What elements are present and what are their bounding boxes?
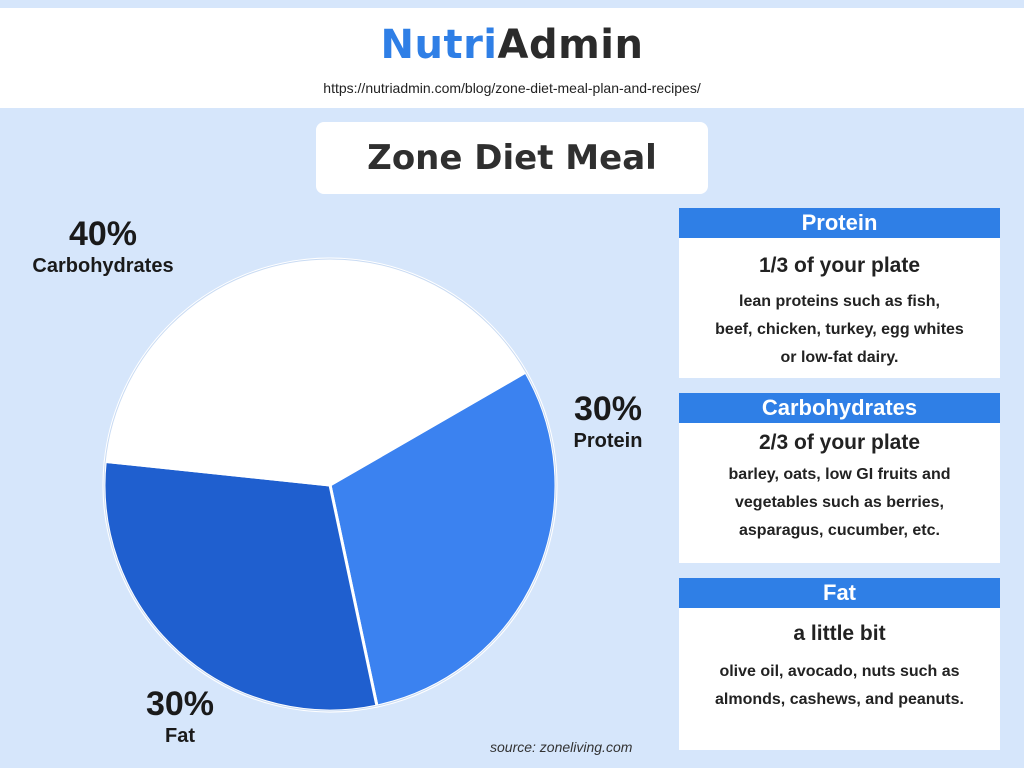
protein-pct: 30% [573,390,643,428]
page-title: Zone Diet Meal [316,122,708,194]
pie-outline [103,258,557,712]
brand-part-2: Admin [497,22,644,68]
header: NutriAdmin https://nutriadmin.com/blog/z… [0,8,1024,108]
carbohydrates-card-line: vegetables such as berries, [735,494,944,511]
protein-card-line: or low-fat dairy. [780,349,899,366]
top-strip [0,0,1024,8]
fat-card-line: olive oil, avocado, nuts such as [719,663,960,680]
carbohydrates-card-line: barley, oats, low GI fruits and [728,466,951,483]
source-credit: source: zoneliving.com [490,739,633,755]
fat-card: Fat a little bit olive oil, avocado, nut… [679,578,1000,750]
fat-name: Fat [165,725,195,747]
protein-card-sub: 1/3 of your plate [758,254,921,277]
pie-svg [102,257,558,713]
brand-logo[interactable]: NutriAdmin [0,22,1024,68]
protein-card-line: lean proteins such as fish, [739,293,940,310]
protein-card-line: beef, chicken, turkey, egg whites [715,321,964,338]
pie-chart [100,255,560,715]
fat-label: 30% Fat [130,685,230,749]
carbohydrates-card-body: barley, oats, low GI fruits and vegetabl… [679,461,1000,545]
fat-card-sub: a little bit [793,622,886,645]
protein-name: Protein [573,430,643,452]
carbohydrates-card-heading: Carbohydrates [679,393,1000,423]
protein-card-body: lean proteins such as fish, beef, chicke… [679,288,1000,372]
protein-card: Protein 1/3 of your plate lean proteins … [679,208,1000,378]
carbohydrates-card-line: asparagus, cucumber, etc. [739,522,940,539]
carbs-label: 40% Carbohydrates [18,215,188,279]
protein-label: 30% Protein [558,390,658,454]
carbs-pct: 40% [68,215,138,253]
brand-part-1: Nutri [380,22,498,68]
fat-pct: 30% [145,685,215,723]
carbohydrates-card: Carbohydrates 2/3 of your plate barley, … [679,393,1000,563]
fat-card-line: almonds, cashews, and peanuts. [715,691,964,708]
fat-card-heading: Fat [679,578,1000,608]
carbohydrates-card-sub: 2/3 of your plate [758,431,921,454]
fat-card-body: olive oil, avocado, nuts such as almonds… [679,658,1000,714]
carbs-name: Carbohydrates [32,255,174,277]
protein-card-heading: Protein [679,208,1000,238]
source-url[interactable]: https://nutriadmin.com/blog/zone-diet-me… [323,80,701,96]
